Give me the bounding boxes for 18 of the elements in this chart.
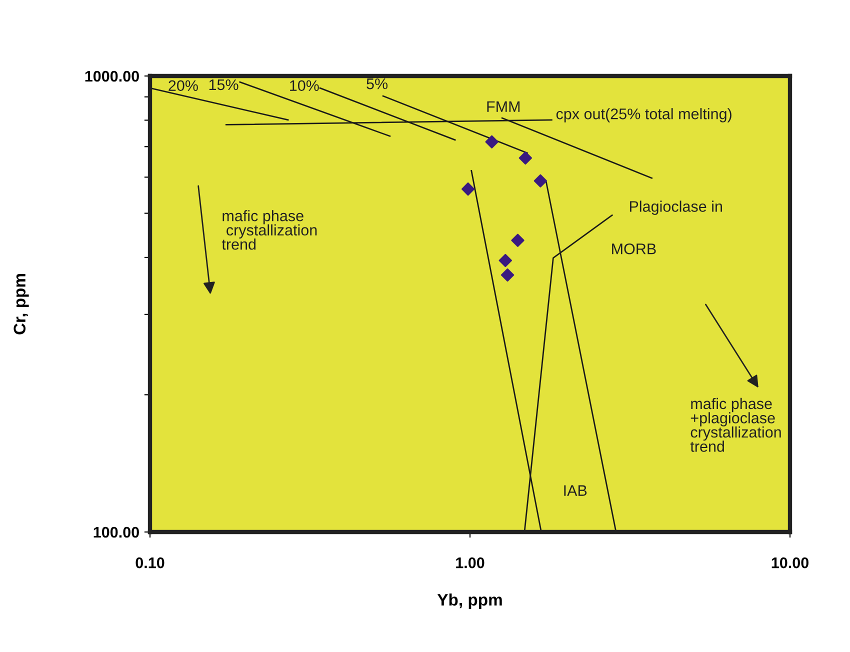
annotation: MORB <box>612 243 656 254</box>
y-axis-title: Cr, ppm <box>14 274 29 334</box>
annotation: FMM <box>487 101 520 112</box>
x-tick-label: 1.00 <box>456 557 484 568</box>
x-tick-label: 10.00 <box>772 557 808 568</box>
annotation: mafic phase crystallization trend <box>222 210 317 250</box>
x-tick-label: 0.10 <box>136 557 164 568</box>
annotation: Plagioclase in <box>630 200 722 215</box>
annotation: 5% <box>366 78 388 90</box>
x-axis-title: Yb, ppm <box>437 593 502 609</box>
annotation: mafic phase +plagioclase crystallization trend <box>690 398 781 452</box>
annotation: 10% <box>290 80 319 92</box>
y-tick-label: 100.00 <box>94 526 139 538</box>
annotation: cpx out(25% total melting) <box>556 108 732 122</box>
annotation: IAB <box>564 485 587 496</box>
y-tick-label: 1000.00 <box>85 70 139 82</box>
annotation: 15% <box>209 79 238 90</box>
annotation: 20% <box>168 80 198 92</box>
